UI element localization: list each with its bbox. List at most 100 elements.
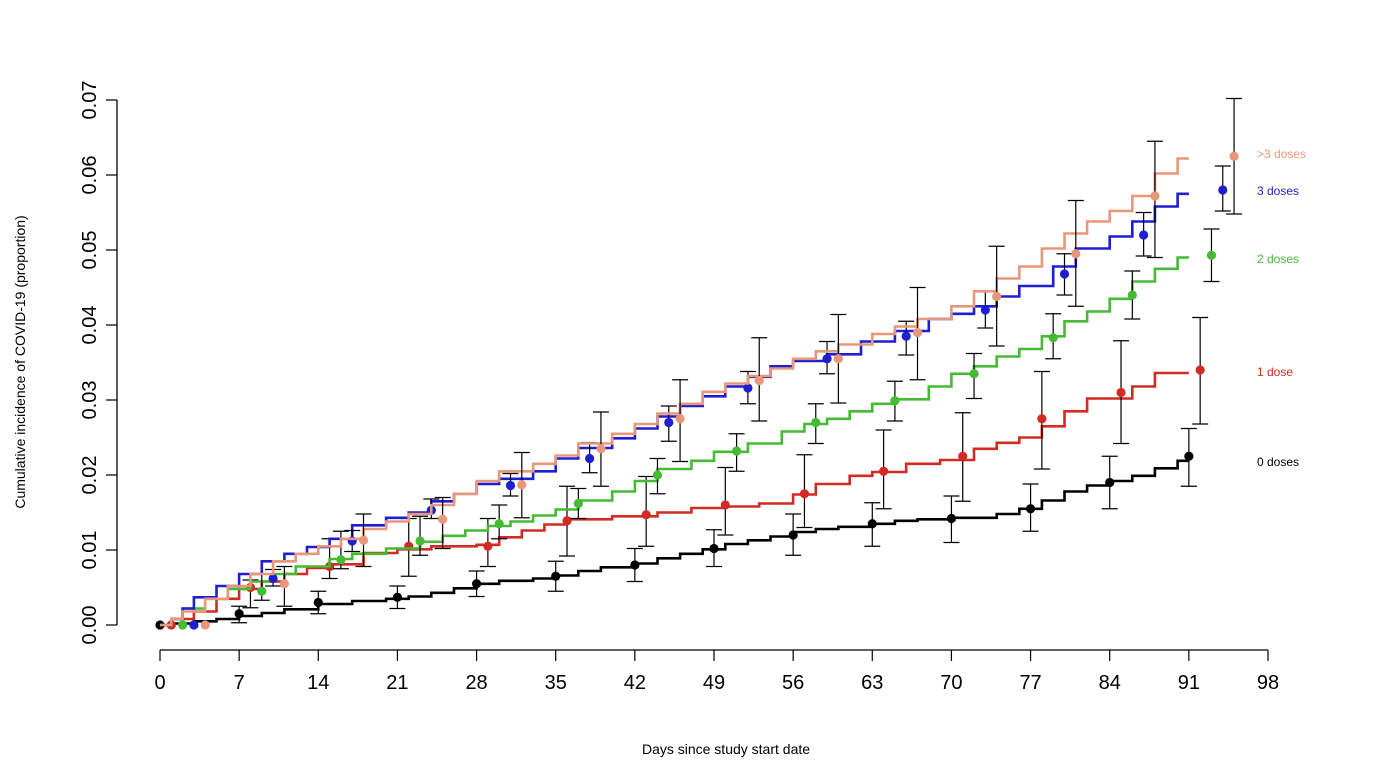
series-label-1-dose: 1 dose (1257, 365, 1293, 379)
series-labels: 0 doses 1 dose 2 doses 3 doses >3 doses (1257, 147, 1306, 469)
series-group (160, 97, 1243, 630)
data-point (1229, 151, 1239, 161)
series-label-3-doses: 3 doses (1257, 184, 1299, 198)
y-tick-label: 0.04 (79, 306, 101, 345)
data-point (1037, 414, 1047, 424)
x-tick-label: 49 (703, 672, 725, 694)
data-point (562, 516, 572, 526)
x-tick-label: 42 (624, 672, 646, 694)
x-tick-label: 21 (386, 672, 408, 694)
data-point (494, 519, 504, 529)
data-point (505, 480, 516, 491)
data-point (234, 609, 244, 619)
x-tick-label: 7 (234, 672, 245, 694)
data-point (664, 417, 674, 428)
data-point (720, 500, 730, 510)
data-point (1105, 477, 1115, 488)
data-point (358, 535, 369, 545)
series-layer (155, 97, 1243, 630)
data-point (189, 620, 199, 630)
y-tick-label: 0.07 (79, 81, 101, 120)
x-ticks: 0 7 14 21 28 35 42 49 56 63 70 77 84 91 98 (154, 650, 1279, 694)
series-group (160, 316, 1209, 630)
data-point (178, 620, 188, 630)
data-point (822, 354, 832, 364)
data-point (517, 480, 527, 490)
data-point (279, 579, 289, 589)
x-axis-title: Days since study start date (642, 741, 810, 757)
x-tick-label: 0 (154, 672, 165, 694)
data-point (980, 305, 990, 315)
series-group (155, 427, 1197, 630)
data-point (1071, 249, 1081, 259)
data-point (912, 327, 923, 338)
data-point (878, 466, 889, 476)
series-step-line (160, 371, 1189, 627)
data-point (1195, 365, 1205, 375)
x-tick-label: 35 (545, 672, 567, 694)
data-point (754, 375, 764, 386)
data-point (1184, 451, 1194, 461)
data-point (1150, 191, 1160, 201)
data-point (268, 573, 278, 584)
x-tick-label: 84 (1099, 672, 1121, 694)
x-tick-label: 91 (1178, 672, 1200, 694)
y-tick-label: 0.00 (79, 606, 101, 645)
x-tick-label: 56 (782, 672, 804, 694)
x-tick-label: 28 (465, 672, 487, 694)
data-point (471, 579, 482, 589)
series-group (160, 228, 1220, 630)
x-tick-label: 14 (307, 672, 329, 694)
data-point (946, 513, 957, 524)
data-point (415, 536, 425, 546)
axes (116, 100, 1268, 651)
data-point (200, 620, 210, 630)
data-point (1206, 250, 1217, 260)
data-point (811, 417, 821, 428)
data-point (1048, 333, 1058, 343)
series-label-gt3-doses: >3 doses (1257, 147, 1306, 161)
y-tick-label: 0.06 (79, 156, 101, 195)
data-point (1059, 269, 1070, 279)
y-tick-label: 0.05 (79, 231, 101, 270)
data-point (833, 354, 843, 364)
x-tick-label: 98 (1257, 672, 1279, 694)
x-tick-label: 70 (940, 672, 962, 694)
data-point (585, 453, 595, 464)
y-axis-title: Cumulative incidence of COVID-19 (propor… (12, 215, 28, 508)
data-point (1127, 290, 1137, 300)
series-step-line (160, 192, 1189, 627)
data-point (1218, 185, 1228, 195)
data-point (743, 383, 753, 393)
data-point (1025, 504, 1036, 514)
data-point (392, 592, 403, 602)
data-point (573, 498, 583, 509)
data-point (675, 414, 685, 424)
series-step-line (160, 256, 1189, 627)
series-step-line (160, 157, 1189, 627)
data-point (483, 541, 493, 551)
data-point (641, 510, 651, 520)
x-tick-label: 77 (1019, 672, 1041, 694)
data-point (438, 514, 448, 524)
data-point (652, 470, 663, 480)
data-point (867, 519, 877, 529)
data-point (596, 444, 606, 454)
data-point (551, 571, 561, 581)
series-label-0-doses: 0 doses (1257, 455, 1299, 469)
x-tick-label: 63 (861, 672, 883, 694)
y-tick-label: 0.03 (79, 381, 101, 420)
data-point (958, 451, 968, 461)
data-point (901, 331, 911, 341)
series-label-2-doses: 2 doses (1257, 252, 1299, 266)
data-point (630, 560, 640, 570)
data-point (732, 446, 742, 456)
data-point (257, 586, 267, 596)
data-point (969, 369, 979, 379)
data-point (1139, 230, 1149, 240)
data-point (890, 396, 900, 406)
data-point (709, 543, 719, 554)
data-point (799, 489, 810, 499)
data-point (313, 597, 323, 608)
